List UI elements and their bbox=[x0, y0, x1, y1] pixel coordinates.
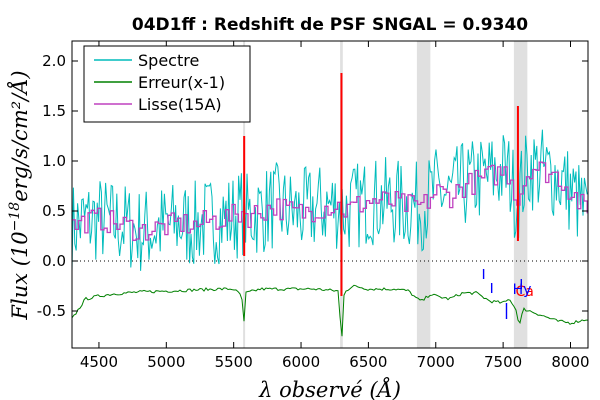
axis-ticks: 4500 5000 5500 6000 6500 7000 7500 8000 -0.5 0.0 0… bbox=[37, 41, 590, 371]
y-tick-label-4: 1.5 bbox=[42, 102, 66, 120]
legend-label-0: Spectre bbox=[138, 51, 199, 70]
y-tick-label-3: 1.0 bbox=[42, 152, 66, 170]
x-tick-label-3: 6000 bbox=[282, 353, 320, 371]
y-axis-label-units: erg/s/cm²/Å) bbox=[7, 70, 32, 201]
legend: Spectre Erreur(x-1) Lisse(15A) bbox=[83, 45, 251, 123]
x-tick-label-7: 8000 bbox=[551, 353, 589, 371]
chart-title: 04D1ff : Redshift de PSF SNGAL = 0.9340 bbox=[132, 15, 528, 35]
y-tick-label-0: -0.5 bbox=[37, 302, 66, 320]
x-tick-label-0: 4500 bbox=[80, 353, 118, 371]
x-tick-label-6: 7500 bbox=[484, 353, 522, 371]
y-axis-label-exponent: −18 bbox=[7, 202, 23, 232]
y-axis-label: Flux (10−18erg/s/cm²/Å) bbox=[7, 70, 32, 320]
legend-box bbox=[83, 45, 251, 123]
series-layer bbox=[72, 129, 588, 337]
y-tick-label-5: 2.0 bbox=[42, 52, 66, 70]
legend-label-1: Erreur(x-1) bbox=[138, 73, 225, 92]
x-tick-label-4: 6500 bbox=[349, 353, 387, 371]
x-tick-label-5: 7000 bbox=[417, 353, 455, 371]
series-erreur bbox=[72, 284, 588, 337]
y-tick-label-2: 0.5 bbox=[42, 202, 66, 220]
annotation-1: Hy bbox=[513, 282, 532, 298]
plot-frame bbox=[71, 40, 589, 349]
x-tick-label-1: 5000 bbox=[147, 353, 185, 371]
legend-label-2: Lisse(15A) bbox=[138, 95, 222, 114]
series-lisse bbox=[72, 161, 588, 241]
annotation-0: Ca bbox=[515, 284, 533, 300]
x-axis-label: λ observé (Å) bbox=[258, 377, 401, 400]
y-axis-label-main: Flux (10 bbox=[8, 231, 32, 320]
x-tick-label-2: 5500 bbox=[215, 353, 253, 371]
y-tick-label-1: 0.0 bbox=[42, 252, 66, 270]
